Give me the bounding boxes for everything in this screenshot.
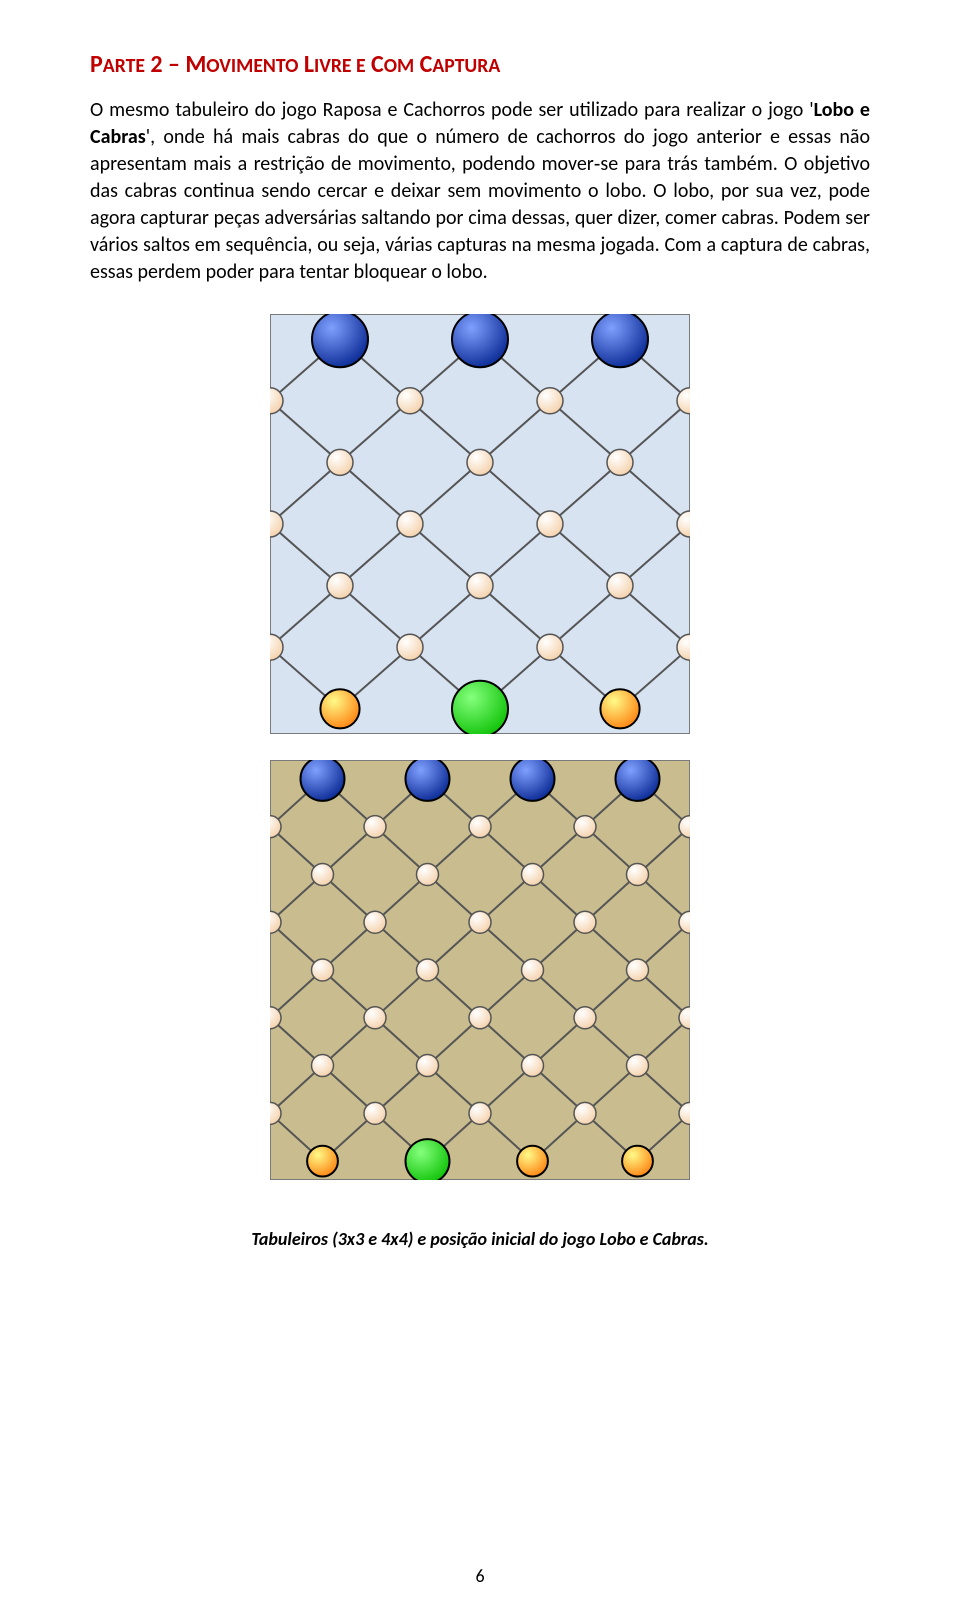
figure-caption: Tabuleiros (3x3 e 4x4) e posição inicial… [251, 1228, 708, 1250]
board-3x3 [270, 314, 690, 734]
body-paragraph: O mesmo tabuleiro do jogo Raposa e Cacho… [90, 97, 870, 286]
para-after-bold: ', onde há mais cabras do que o número d… [90, 125, 870, 284]
section-title: PARTE 2 – MOVIMENTO LIVRE E COM CAPTURA [90, 50, 870, 79]
board-4x4 [270, 760, 690, 1180]
para-before-bold: O mesmo tabuleiro do jogo Raposa e Cacho… [90, 98, 814, 122]
diagram-container: Tabuleiros (3x3 e 4x4) e posição inicial… [90, 314, 870, 1250]
page-number: 6 [0, 1565, 960, 1587]
